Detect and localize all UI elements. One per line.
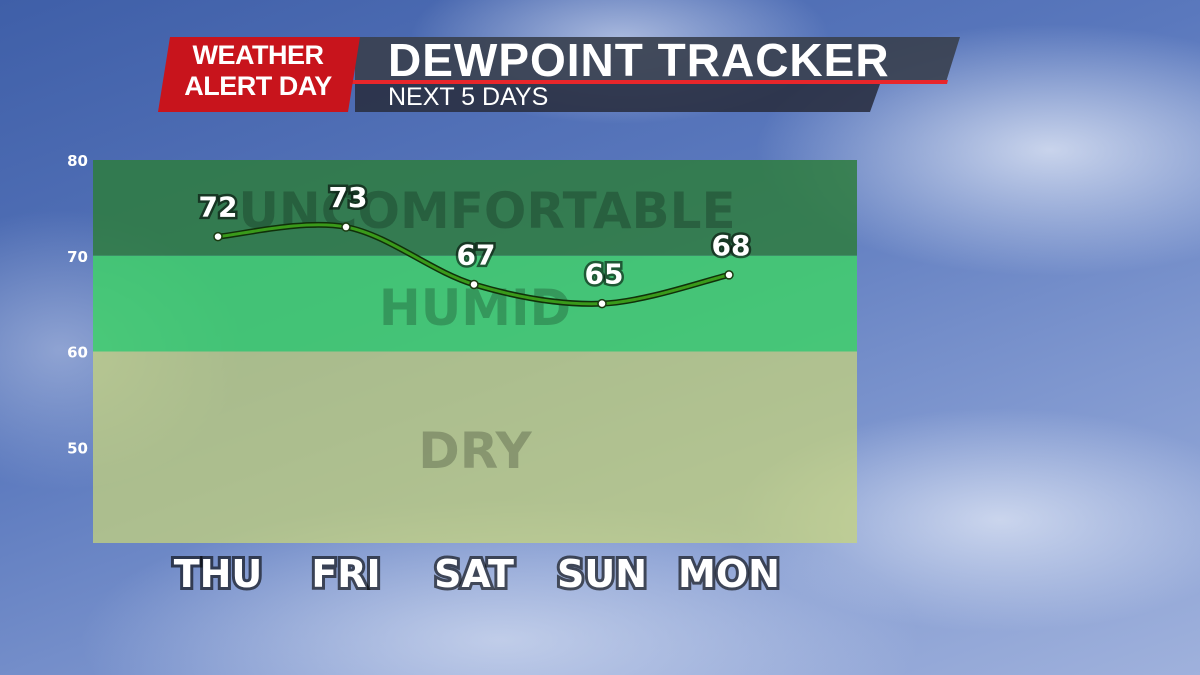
data-point	[597, 298, 607, 309]
page-title: DEWPOINT TRACKER	[388, 34, 890, 86]
x-tick-label-mon: MON	[678, 552, 780, 596]
data-label: 72	[199, 191, 238, 224]
zone-label-dry: DRY	[418, 422, 532, 480]
y-tick-label: 50	[67, 439, 88, 457]
page-subtitle: NEXT 5 DAYS	[388, 83, 549, 111]
alert-badge	[158, 37, 360, 112]
data-label: 73	[329, 181, 368, 214]
data-label: 67	[457, 238, 496, 271]
x-tick-label-sun: SUN	[557, 552, 647, 596]
alert-badge-line1: WEATHER	[192, 40, 325, 70]
header-banner	[158, 37, 960, 112]
alert-badge-line2: ALERT DAY	[184, 71, 332, 101]
red-accent-line	[350, 80, 948, 84]
data-label: 65	[585, 258, 624, 291]
y-tick-label: 80	[67, 152, 88, 170]
title-panel	[355, 37, 960, 82]
data-point	[341, 222, 351, 232]
subtitle-panel	[355, 84, 880, 112]
y-tick-label: 70	[67, 248, 88, 266]
data-point	[469, 279, 479, 290]
zone-label-uncomfortable: UNCOMFORTABLE	[238, 182, 735, 240]
y-tick-label: 60	[67, 344, 88, 362]
data-point	[724, 270, 734, 280]
data-point	[213, 231, 223, 242]
x-tick-label-thu: THU	[174, 552, 263, 596]
x-tick-label-fri: FRI	[311, 552, 380, 596]
band-dry	[93, 351, 857, 543]
data-label: 68	[712, 229, 751, 262]
x-tick-label-sat: SAT	[434, 552, 514, 596]
